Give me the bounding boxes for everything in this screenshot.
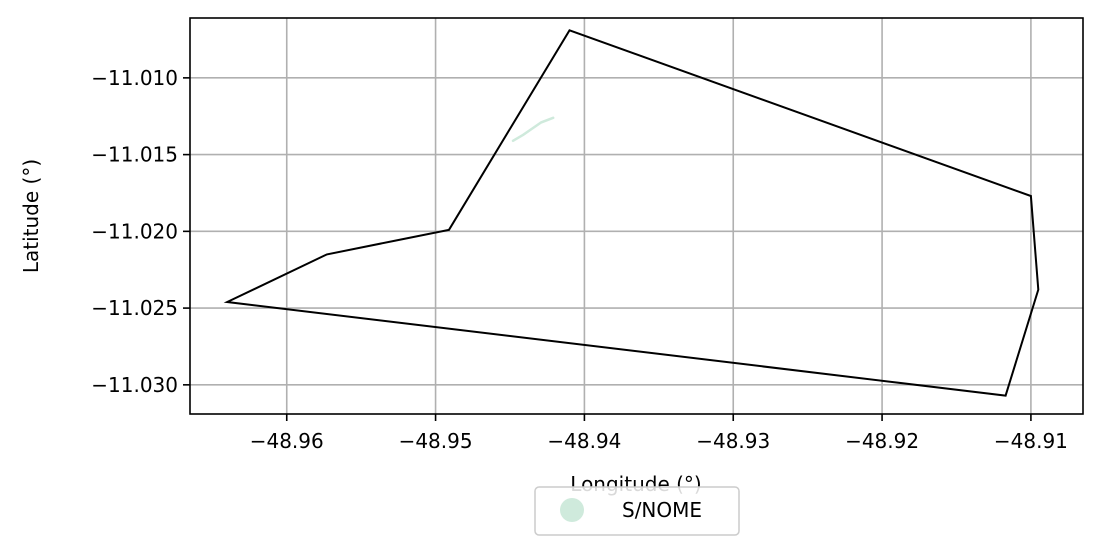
feature-s-nome bbox=[511, 116, 555, 143]
x-tick-label: −48.91 bbox=[994, 429, 1068, 453]
legend: S/NOME bbox=[534, 486, 740, 536]
x-axis-ticks: −48.96 −48.95 −48.94 −48.93 −48.92 −48.91 bbox=[250, 414, 1068, 453]
y-tick-label: −11.030 bbox=[91, 373, 178, 397]
grid-lines bbox=[190, 18, 1083, 414]
plot-area-frame bbox=[189, 17, 1084, 415]
legend-marker-s-nome bbox=[560, 498, 584, 522]
legend-label-s-nome: S/NOME bbox=[622, 498, 702, 522]
municipality-boundary bbox=[223, 29, 1040, 397]
y-tick-label: −11.025 bbox=[91, 296, 178, 320]
x-tick-label: −48.94 bbox=[547, 429, 621, 453]
x-tick-label: −48.96 bbox=[250, 429, 324, 453]
y-axis-ticks: −11.010 −11.015 −11.020 −11.025 −11.030 bbox=[91, 66, 190, 397]
x-tick-label: −48.92 bbox=[845, 429, 919, 453]
y-tick-label: −11.010 bbox=[91, 66, 178, 90]
x-tick-label: −48.93 bbox=[696, 429, 770, 453]
feature-layer bbox=[511, 116, 555, 143]
y-axis-label: Latitude (°) bbox=[19, 159, 43, 273]
legend-box bbox=[534, 486, 740, 536]
y-tick-label: −11.020 bbox=[91, 219, 178, 243]
y-tick-label: −11.015 bbox=[91, 143, 178, 167]
x-tick-label: −48.95 bbox=[399, 429, 473, 453]
